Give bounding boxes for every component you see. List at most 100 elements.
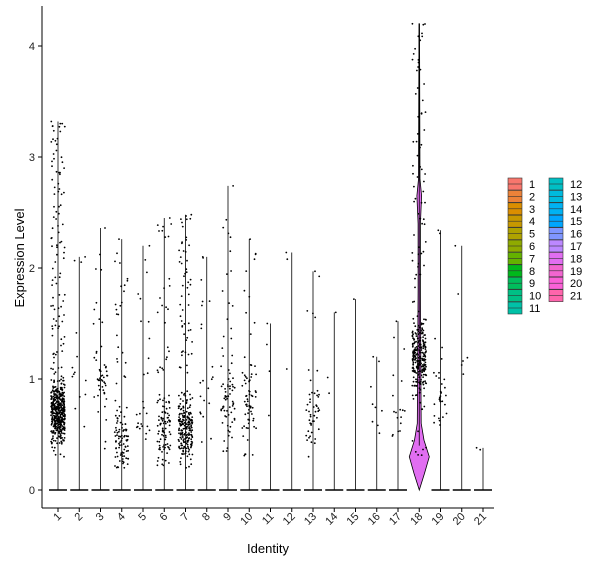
- data-point: [439, 232, 441, 235]
- data-point: [200, 323, 203, 326]
- data-point: [59, 409, 62, 412]
- data-point: [200, 327, 203, 330]
- data-point: [59, 173, 61, 176]
- data-point: [412, 172, 414, 175]
- data-point: [62, 376, 65, 379]
- data-point: [50, 395, 52, 397]
- data-point: [148, 244, 151, 247]
- data-point: [54, 353, 57, 356]
- data-point: [249, 238, 252, 241]
- data-point: [184, 272, 187, 275]
- data-point: [411, 334, 414, 337]
- data-point: [51, 245, 53, 248]
- x-tick-label: 6: [158, 511, 171, 524]
- data-point: [475, 446, 478, 449]
- data-point: [58, 379, 61, 382]
- data-point: [245, 403, 248, 406]
- data-point: [433, 421, 435, 424]
- data-point: [326, 376, 329, 379]
- data-point: [161, 367, 164, 370]
- legend-label: 18: [570, 253, 582, 265]
- data-point: [52, 361, 55, 364]
- data-point: [187, 293, 190, 296]
- data-point: [309, 415, 312, 418]
- data-point: [120, 301, 123, 304]
- data-point: [52, 430, 55, 432]
- legend-item-10: 10: [507, 289, 541, 303]
- data-point: [227, 395, 230, 398]
- data-point: [308, 419, 311, 422]
- data-point: [62, 392, 65, 395]
- legend-item-13: 13: [548, 190, 582, 203]
- data-point: [311, 420, 314, 422]
- data-point: [106, 374, 108, 377]
- data-point: [312, 312, 314, 315]
- data-point: [381, 409, 383, 412]
- data-point: [411, 359, 414, 362]
- data-point: [420, 374, 423, 377]
- data-point: [58, 125, 61, 128]
- data-point: [188, 432, 190, 434]
- data-point: [55, 418, 58, 420]
- x-tick-label: 2: [73, 511, 86, 524]
- data-point: [414, 394, 417, 397]
- data-point: [137, 422, 140, 425]
- data-point: [184, 395, 187, 397]
- data-point: [120, 411, 122, 413]
- data-point: [59, 130, 62, 133]
- data-point: [309, 401, 311, 403]
- data-point: [75, 332, 78, 334]
- data-point: [165, 358, 168, 361]
- data-point: [414, 361, 417, 364]
- data-point: [51, 416, 54, 418]
- plot-area: [49, 23, 492, 492]
- data-point: [420, 365, 423, 368]
- data-point: [185, 268, 188, 271]
- data-point: [411, 358, 414, 361]
- data-point: [310, 422, 312, 425]
- data-point: [399, 422, 402, 425]
- data-point: [59, 411, 61, 413]
- data-point: [52, 449, 55, 452]
- data-point: [53, 352, 55, 355]
- data-point: [58, 171, 61, 174]
- data-point: [56, 380, 59, 382]
- data-point: [423, 129, 426, 131]
- data-point: [244, 382, 247, 385]
- data-point: [103, 391, 106, 394]
- data-point: [182, 436, 184, 438]
- data-point: [50, 379, 53, 381]
- data-point: [186, 390, 189, 393]
- data-point: [401, 409, 404, 412]
- data-point: [412, 164, 414, 167]
- data-point: [55, 388, 58, 391]
- data-point: [122, 462, 124, 465]
- data-point: [54, 371, 57, 374]
- data-point: [163, 405, 166, 408]
- data-point: [226, 273, 228, 275]
- data-point: [62, 421, 65, 423]
- data-point: [190, 426, 193, 429]
- data-point: [423, 83, 425, 85]
- data-point: [56, 246, 58, 249]
- data-point: [417, 59, 420, 61]
- data-point: [179, 422, 181, 425]
- data-point: [116, 422, 118, 424]
- data-point: [425, 446, 427, 449]
- data-point: [158, 230, 160, 232]
- data-point: [419, 343, 422, 346]
- data-point: [439, 400, 441, 402]
- data-point: [179, 463, 182, 466]
- legend-label: 20: [570, 278, 582, 290]
- data-point: [391, 435, 394, 437]
- data-point: [115, 426, 117, 429]
- data-point: [253, 258, 256, 261]
- x-tick-label: 20: [451, 511, 468, 528]
- data-point: [97, 384, 100, 387]
- data-point: [55, 390, 58, 392]
- data-point: [417, 333, 420, 336]
- data-point: [179, 398, 182, 400]
- data-point: [413, 351, 416, 354]
- data-point: [250, 373, 253, 375]
- data-point: [121, 427, 123, 429]
